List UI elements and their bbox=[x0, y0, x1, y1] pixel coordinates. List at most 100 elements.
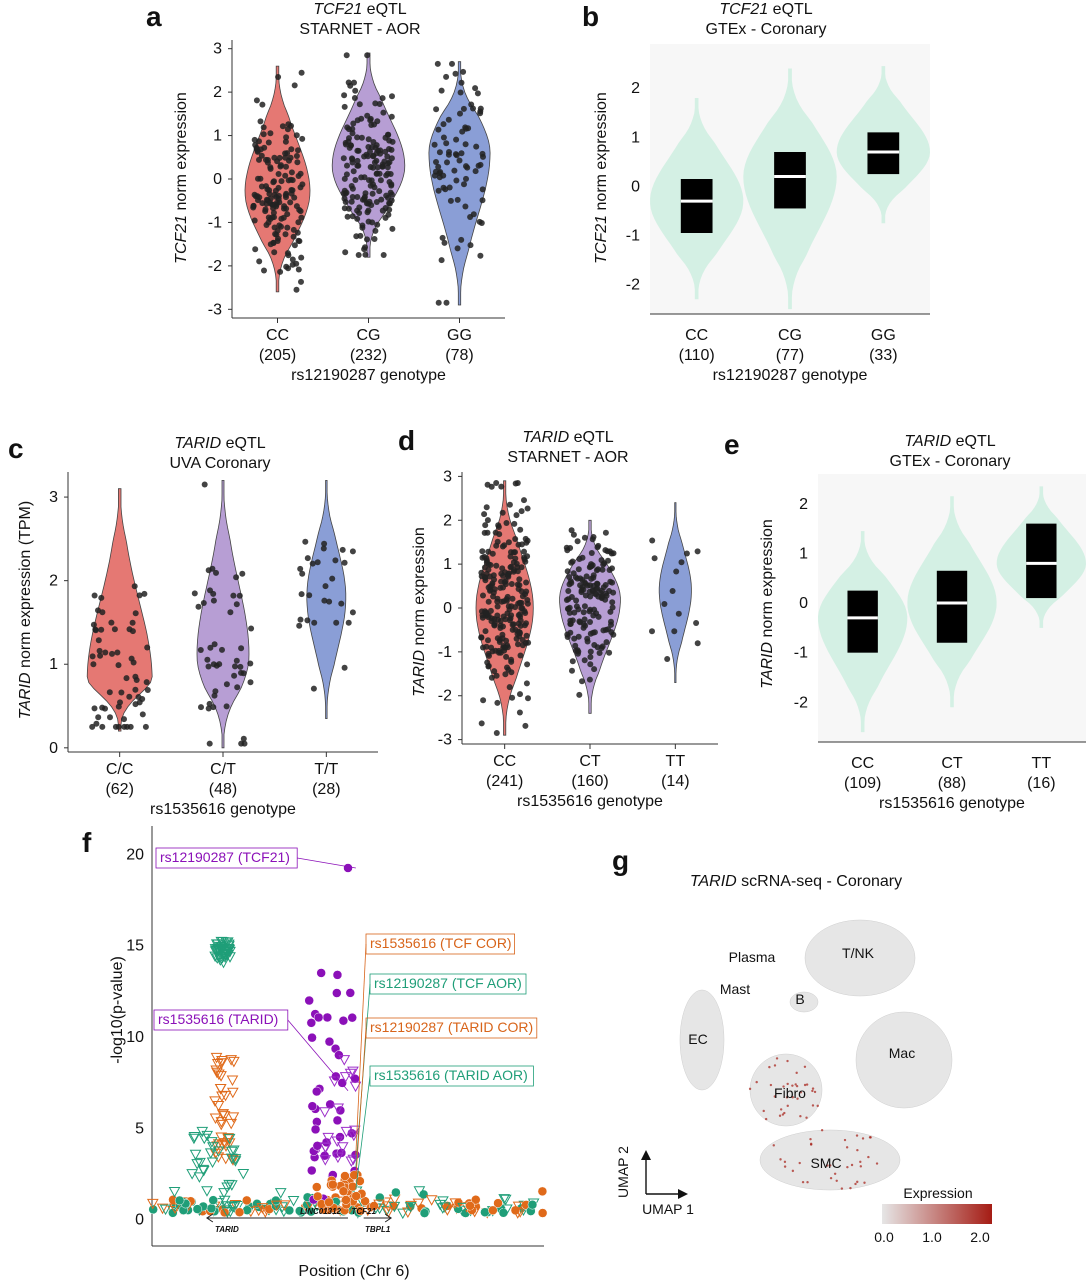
data-point bbox=[594, 581, 601, 587]
data-point bbox=[114, 649, 121, 656]
data-point bbox=[302, 538, 309, 545]
label-leader bbox=[355, 943, 367, 1155]
data-point bbox=[380, 109, 387, 116]
point-tcf-cor bbox=[215, 1058, 228, 1069]
data-point bbox=[265, 139, 272, 146]
data-point bbox=[565, 588, 572, 594]
data-point bbox=[299, 570, 306, 577]
expression-dot bbox=[867, 1155, 870, 1159]
data-point bbox=[467, 214, 474, 220]
y-tick-label: 10 bbox=[126, 1029, 144, 1046]
data-point bbox=[345, 79, 352, 86]
x-tick-label: GG bbox=[447, 327, 472, 344]
data-point bbox=[671, 628, 678, 635]
point-tcf-aor bbox=[191, 1159, 204, 1170]
expression-dot bbox=[783, 1111, 786, 1115]
data-point bbox=[271, 154, 278, 161]
point-tcf-aor bbox=[457, 1202, 469, 1214]
x-tick-count: (241) bbox=[486, 773, 523, 790]
point-tcf-cor bbox=[214, 1084, 227, 1095]
expression-dot bbox=[856, 1180, 859, 1184]
data-point bbox=[587, 648, 594, 655]
x-axis-label: rs1535616 genotype bbox=[879, 795, 1025, 812]
gene-label-tcf21: TCF21 bbox=[351, 1207, 376, 1216]
data-point bbox=[442, 186, 449, 193]
data-point bbox=[374, 221, 381, 228]
data-point bbox=[563, 544, 570, 551]
point-tcf-cor bbox=[216, 1091, 228, 1102]
point-tcf-aor bbox=[274, 1188, 287, 1199]
data-point bbox=[130, 659, 137, 666]
point-tarid-aor bbox=[391, 1187, 401, 1198]
point-tarid bbox=[338, 1055, 351, 1066]
data-point bbox=[581, 603, 588, 610]
data-point bbox=[254, 193, 261, 200]
data-point bbox=[290, 233, 297, 240]
point-tcf-aor bbox=[229, 1154, 242, 1165]
data-point bbox=[233, 601, 240, 608]
point-tcf-aor bbox=[206, 1137, 218, 1148]
point-tarid-cor bbox=[312, 1191, 323, 1202]
data-point bbox=[683, 550, 690, 557]
data-point bbox=[481, 511, 488, 518]
data-point bbox=[388, 155, 395, 162]
data-point bbox=[271, 191, 278, 198]
data-point bbox=[270, 240, 277, 246]
label-rs12190287-tcf21-: rs12190287 (TCF21) bbox=[160, 849, 290, 865]
panel-f-x-axis-label: Position (Chr 6) bbox=[298, 1263, 409, 1280]
point-tcf-aor bbox=[404, 1202, 417, 1213]
y-tick-label: 0 bbox=[443, 600, 452, 617]
data-point bbox=[493, 730, 500, 736]
data-point bbox=[497, 622, 504, 629]
data-point bbox=[515, 586, 522, 592]
box-iqr bbox=[680, 179, 713, 233]
data-point bbox=[297, 616, 304, 623]
y-tick-label: 1 bbox=[49, 656, 58, 673]
expression-dot bbox=[762, 1109, 765, 1113]
data-point bbox=[98, 594, 105, 601]
data-point bbox=[343, 171, 350, 178]
data-point bbox=[298, 278, 304, 285]
data-point bbox=[259, 101, 266, 108]
data-point bbox=[349, 130, 356, 137]
data-point bbox=[355, 147, 362, 154]
data-point bbox=[479, 186, 486, 193]
data-point bbox=[494, 598, 501, 605]
point-tarid bbox=[345, 1156, 358, 1168]
data-point bbox=[297, 184, 304, 191]
expression-dot bbox=[778, 1114, 782, 1117]
violin-GG bbox=[428, 61, 491, 306]
data-point bbox=[440, 121, 447, 128]
x-tick-count: (205) bbox=[259, 347, 296, 364]
data-point bbox=[106, 689, 113, 696]
violin-CC bbox=[475, 480, 534, 736]
expression-dot bbox=[779, 1108, 783, 1111]
expression-dot bbox=[820, 1128, 824, 1132]
data-point bbox=[693, 620, 700, 626]
data-point bbox=[349, 156, 356, 163]
x-tick-label: CC bbox=[266, 327, 289, 344]
data-point bbox=[494, 603, 501, 610]
data-point bbox=[212, 688, 219, 695]
y-tick-label: 1 bbox=[799, 545, 808, 562]
data-point bbox=[515, 612, 522, 619]
data-point bbox=[386, 179, 393, 185]
data-point bbox=[265, 214, 272, 221]
data-point bbox=[349, 126, 356, 132]
expression-dot bbox=[791, 1084, 794, 1087]
data-point bbox=[356, 101, 363, 108]
data-point bbox=[143, 679, 150, 686]
data-point bbox=[219, 646, 225, 653]
data-point bbox=[326, 598, 333, 605]
label-leader bbox=[297, 857, 356, 869]
point-tarid bbox=[347, 1066, 359, 1078]
expression-dot bbox=[869, 1136, 872, 1139]
x-axis-label: rs12190287 genotype bbox=[291, 367, 446, 384]
data-point bbox=[499, 543, 506, 550]
point-lead-tcf21 bbox=[343, 863, 353, 873]
data-point bbox=[485, 637, 491, 644]
data-point bbox=[496, 637, 503, 643]
data-point bbox=[485, 612, 492, 619]
point-tcf-aor bbox=[218, 1188, 230, 1199]
expression-dot bbox=[805, 1116, 808, 1119]
